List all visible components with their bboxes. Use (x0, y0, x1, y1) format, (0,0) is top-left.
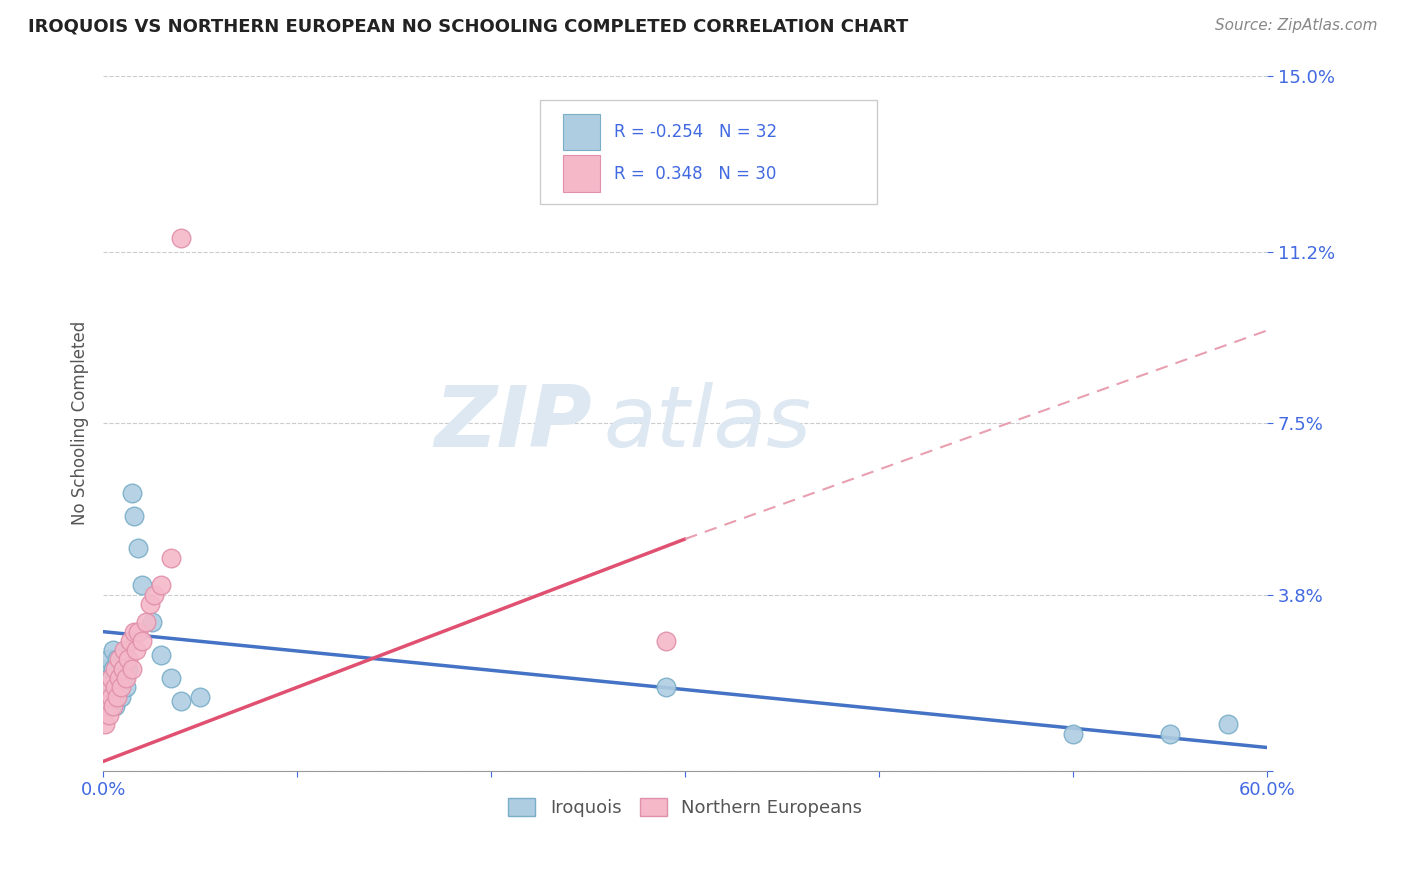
Point (107, 671, 129, 685)
Point (104, 680, 127, 694)
Point (655, 680, 678, 694)
Point (101, 698, 124, 713)
Point (105, 690, 128, 704)
Point (117, 662, 139, 676)
Point (94, 717, 117, 731)
Point (96, 680, 118, 694)
Point (135, 615, 157, 630)
Point (122, 508, 145, 523)
Point (127, 541, 149, 556)
Point (1159, 726, 1181, 740)
Text: R = -0.254   N = 32: R = -0.254 N = 32 (614, 123, 778, 141)
Point (131, 578, 153, 592)
Point (114, 643, 136, 657)
Point (105, 652, 128, 666)
Point (105, 680, 128, 694)
Point (115, 680, 138, 694)
Point (120, 634, 142, 648)
Point (100, 671, 122, 685)
Bar (562, 114, 600, 150)
Point (115, 671, 138, 685)
Point (655, 634, 678, 648)
Point (111, 662, 134, 676)
Point (160, 550, 183, 565)
Point (110, 680, 132, 694)
Bar (562, 155, 600, 192)
Point (96, 690, 118, 704)
Point (110, 690, 132, 704)
Point (107, 671, 129, 685)
Point (170, 231, 193, 245)
Point (107, 652, 129, 666)
Point (101, 662, 124, 676)
Point (141, 615, 163, 630)
Text: Source: ZipAtlas.com: Source: ZipAtlas.com (1215, 18, 1378, 33)
Point (1218, 717, 1240, 731)
Point (111, 662, 134, 676)
Point (94, 680, 117, 694)
Point (100, 690, 122, 704)
Text: ZIP: ZIP (434, 382, 592, 465)
Point (97, 652, 120, 666)
Text: atlas: atlas (603, 382, 811, 465)
Point (96, 662, 118, 676)
Point (188, 690, 211, 704)
Text: IROQUOIS VS NORTHERN EUROPEAN NO SCHOOLING COMPLETED CORRELATION CHART: IROQUOIS VS NORTHERN EUROPEAN NO SCHOOLI… (28, 18, 908, 36)
Point (125, 643, 148, 657)
Point (131, 634, 153, 648)
Point (150, 648, 173, 662)
Point (97, 708, 120, 723)
Point (104, 698, 127, 713)
Point (160, 671, 183, 685)
Text: R =  0.348   N = 30: R = 0.348 N = 30 (614, 164, 776, 183)
Point (96, 698, 118, 713)
Point (100, 680, 122, 694)
Point (114, 671, 136, 685)
Legend: Iroquois, Northern Europeans: Iroquois, Northern Europeans (501, 790, 869, 824)
Point (104, 671, 127, 685)
Point (117, 652, 139, 666)
Point (101, 643, 124, 657)
Point (170, 694, 193, 708)
Point (150, 578, 173, 592)
Point (122, 624, 145, 639)
Point (104, 662, 127, 676)
Point (127, 624, 149, 639)
FancyBboxPatch shape (540, 100, 877, 204)
Point (138, 597, 160, 611)
Point (100, 698, 122, 713)
Y-axis label: No Schooling Completed: No Schooling Completed (72, 321, 89, 525)
Point (142, 588, 165, 602)
Point (97, 671, 120, 685)
Point (1062, 726, 1084, 740)
Point (121, 485, 143, 500)
Point (121, 662, 143, 676)
